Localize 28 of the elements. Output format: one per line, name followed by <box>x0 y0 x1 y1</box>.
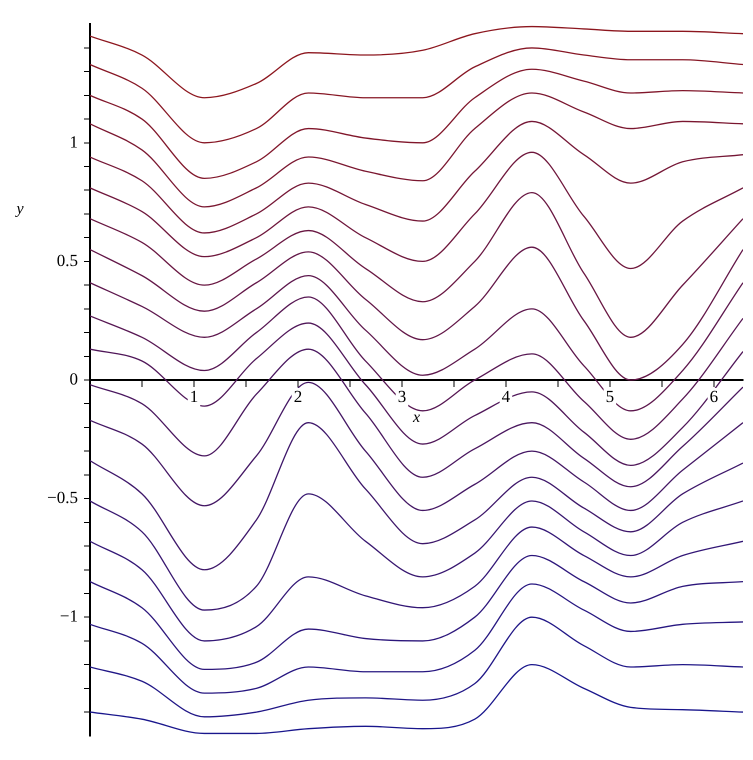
line-series <box>90 583 743 694</box>
line-series <box>90 422 743 570</box>
x-tick-label: 1 <box>190 386 198 406</box>
line-series <box>90 664 743 734</box>
line-series <box>90 68 743 180</box>
y-tick-label: 1 <box>70 132 78 152</box>
line-series <box>90 92 743 208</box>
y-tick-label: −1 <box>60 606 78 626</box>
line-series <box>90 192 743 338</box>
x-tick-label: 5 <box>606 386 614 406</box>
line-series <box>90 526 743 642</box>
line-series <box>90 616 743 718</box>
line-series <box>90 382 743 512</box>
x-tick-label: 4 <box>502 386 511 406</box>
line-series <box>90 152 743 270</box>
x-axis-title: x <box>412 409 420 426</box>
x-tick-label: 6 <box>710 386 718 406</box>
line-series <box>90 493 743 611</box>
y-tick-label: 0 <box>70 369 78 388</box>
y-tick-label: −0.5 <box>47 488 78 508</box>
line-series <box>90 26 743 98</box>
y-tick-label: 0.5 <box>56 250 78 270</box>
x-tick-label: 3 <box>398 386 406 406</box>
x-tick-label: 2 <box>294 386 302 406</box>
line-series <box>90 120 743 234</box>
line-series <box>90 554 743 670</box>
y-axis-title: y <box>14 200 24 218</box>
line-series <box>90 47 743 144</box>
